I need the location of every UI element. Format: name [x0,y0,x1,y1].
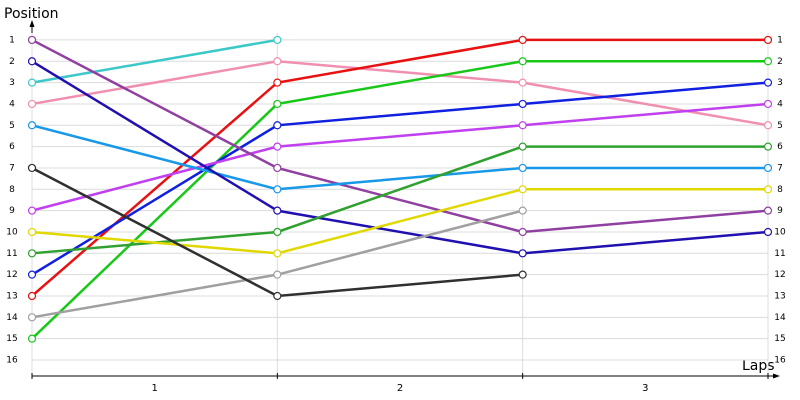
series-line [31,81,769,276]
y-tick-label-right: 1 [777,35,783,45]
series-line [31,38,769,234]
point [27,249,37,258]
point [273,99,282,109]
point [763,185,773,194]
point [27,78,37,87]
y-tick-label: 15 [6,334,17,344]
point [273,35,282,45]
y-tick-label-right: 12 [774,270,785,280]
point [518,35,527,45]
point [763,142,773,151]
y-tick-label: 13 [6,291,17,301]
point [273,249,282,258]
point [27,313,37,322]
y-axis-arrow [29,20,35,27]
series-line [31,38,278,84]
point [518,185,527,194]
y-tick-label: 5 [9,121,15,131]
point [273,185,282,194]
point [518,163,527,173]
point [763,206,773,215]
series-line [31,38,768,297]
point [518,227,527,237]
point [27,334,37,343]
point [518,121,527,130]
y-tick-label-right: 9 [777,206,783,216]
point [273,291,282,301]
y-tick-label: 9 [9,206,15,216]
point [27,99,37,109]
point [27,227,37,237]
point [518,78,527,87]
y-tick-label: 2 [9,57,15,67]
y-tick-label: 8 [9,185,15,195]
y-tick-label-right: 3 [777,78,783,88]
y-tick-label: 6 [9,142,15,152]
y-tick-label: 3 [9,78,15,88]
x-tick-label: 3 [642,383,648,394]
point [518,142,527,151]
y-tick-label: 7 [9,163,15,173]
point [27,291,37,301]
point [763,99,773,109]
x-axis-arrow [773,373,780,379]
y-tick-label: 4 [9,99,15,109]
y-tick-label: 16 [6,355,18,365]
point [273,142,282,151]
series-line [31,60,769,127]
y-tick-label: 1 [9,35,15,45]
y-tick-label: 11 [6,249,17,259]
y-tick-label-right: 4 [777,99,783,109]
point [273,78,282,87]
y-tick-label: 14 [6,313,18,323]
y-tick-label-right: 2 [777,57,783,67]
point [763,35,773,45]
point [518,206,527,215]
x-axis-title: Laps [742,358,775,374]
point [273,270,282,279]
point [27,270,37,279]
x-tick-label: 2 [397,383,403,394]
point [763,163,773,173]
point [273,206,282,215]
point [27,35,37,45]
y-tick-label-right: 13 [774,291,785,301]
point [27,163,37,173]
point [763,78,773,87]
point [518,99,527,109]
y-tick-label-right: 7 [777,163,783,173]
y-tick-label-right: 16 [774,355,786,365]
point [518,249,527,258]
series-line [31,188,768,255]
y-tick-label-right: 11 [774,249,785,259]
point [518,57,527,66]
y-tick-label-right: 15 [774,334,785,344]
point [273,121,282,130]
point [763,57,773,66]
x-tick-label: 1 [151,383,157,394]
y-axis-title: Position [4,6,59,22]
series-line [31,60,769,255]
point [273,57,282,66]
series-line [31,102,769,212]
series-line [31,60,768,340]
y-tick-label-right: 6 [777,142,783,152]
point [273,227,282,237]
point [27,121,37,130]
y-tick-label-right: 14 [774,313,786,323]
y-tick-label-right: 5 [777,121,783,131]
y-tick-label-right: 10 [774,227,786,237]
series-line [31,124,768,191]
point [27,57,37,66]
point [27,206,37,215]
point [518,270,527,279]
y-tick-label: 12 [6,270,17,280]
y-tick-label-right: 8 [777,185,783,195]
point [763,121,773,130]
point [273,163,282,173]
y-tick-label: 10 [6,227,18,237]
point [763,227,773,237]
